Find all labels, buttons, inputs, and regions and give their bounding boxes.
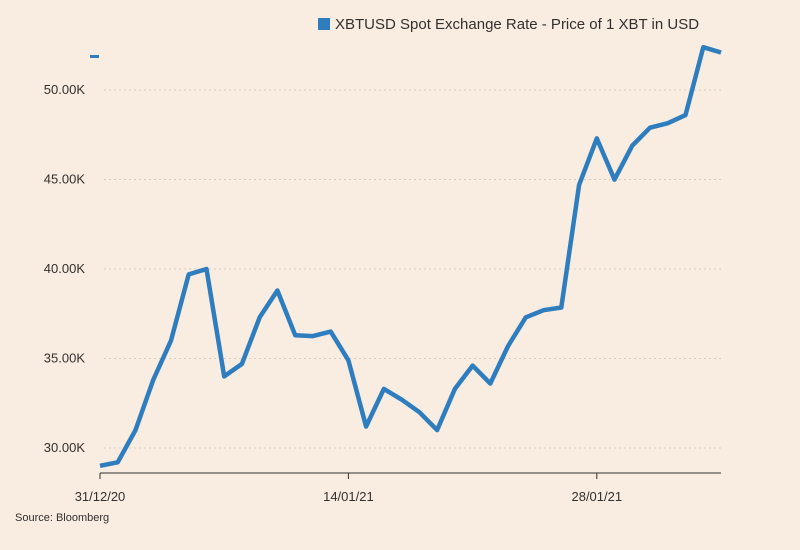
legend-label: XBTUSD Spot Exchange Rate - Price of 1 X… [335, 16, 699, 33]
legend-swatch [318, 18, 330, 30]
stray-dash-mark [90, 55, 99, 58]
y-tick-label: 40.00K [44, 261, 86, 276]
x-tick-label: 31/12/20 [75, 489, 126, 504]
source-note: Source: Bloomberg [15, 512, 109, 524]
y-tick-label: 30.00K [44, 440, 86, 455]
legend: XBTUSD Spot Exchange Rate - Price of 1 X… [318, 16, 699, 33]
gridlines [104, 89, 721, 449]
y-tick-label: 35.00K [44, 350, 86, 365]
x-tick-label: 28/01/21 [571, 489, 622, 504]
series-line [99, 44, 722, 469]
y-axis-ticks: 30.00K 35.00K 40.00K 45.00K 50.00K [44, 82, 86, 455]
x-tick-label: 14/01/21 [323, 489, 374, 504]
y-tick-label: 45.00K [44, 172, 86, 187]
y-tick-label: 50.00K [44, 82, 86, 97]
series-layer [99, 44, 722, 469]
